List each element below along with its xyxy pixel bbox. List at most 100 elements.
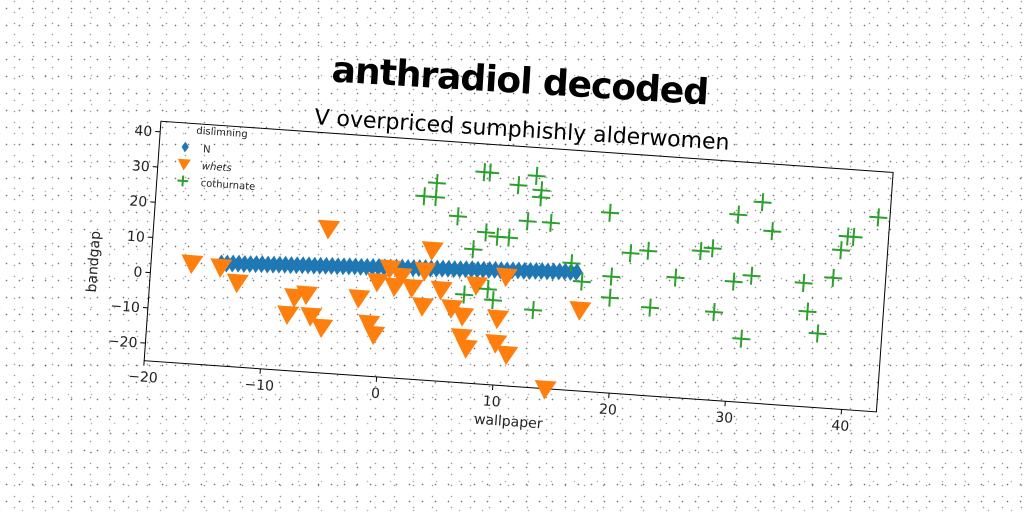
data-point-N bbox=[354, 257, 367, 276]
data-point-whets bbox=[210, 258, 233, 278]
y-tick-label: −10 bbox=[110, 298, 141, 316]
data-point-whets bbox=[390, 267, 413, 287]
data-point-cothurnate bbox=[600, 288, 619, 307]
data-point-cothurnate bbox=[666, 268, 685, 287]
data-point-N bbox=[518, 261, 531, 280]
data-point-cothurnate bbox=[499, 228, 519, 247]
data-point-N bbox=[314, 256, 327, 275]
x-tick-label: 30 bbox=[715, 410, 734, 427]
data-point-N bbox=[459, 260, 472, 279]
data-point-whets bbox=[496, 345, 519, 366]
data-point-cothurnate bbox=[724, 272, 743, 291]
data-point-cothurnate bbox=[742, 266, 761, 285]
data-point-N bbox=[570, 263, 583, 281]
data-point-whets bbox=[466, 276, 489, 296]
chart-subtitle: V overpriced sumphishly alderwomen bbox=[314, 105, 730, 155]
data-point-N bbox=[296, 256, 309, 275]
data-point-cothurnate bbox=[844, 227, 863, 246]
data-point-cothurnate bbox=[824, 268, 843, 287]
y-tick-label: 0 bbox=[133, 264, 143, 281]
data-point-N bbox=[529, 261, 542, 280]
data-point-N bbox=[448, 260, 461, 279]
y-tick-label: −20 bbox=[107, 333, 138, 351]
data-point-whets bbox=[485, 334, 508, 354]
data-point-cothurnate bbox=[729, 205, 748, 224]
data-point-whets bbox=[430, 280, 453, 301]
data-point-cothurnate bbox=[478, 280, 497, 299]
data-point-whets bbox=[367, 272, 389, 293]
data-point-cothurnate bbox=[572, 272, 591, 291]
y-tick-label: 10 bbox=[126, 229, 145, 246]
data-point-whets bbox=[363, 325, 386, 346]
data-point-N bbox=[244, 255, 257, 274]
data-point-N bbox=[320, 256, 332, 275]
data-point-whets bbox=[277, 305, 300, 326]
data-point-cothurnate bbox=[455, 285, 474, 304]
data-point-whets bbox=[569, 300, 592, 321]
data-point-N bbox=[436, 259, 449, 278]
plot-area: −20 −10 0 10 20 30 40 −20 −10 0 10 20 30 40 dislimnin… bbox=[107, 120, 894, 435]
data-point-whets bbox=[421, 241, 444, 261]
data-point-N bbox=[343, 257, 356, 276]
data-point-cothurnate bbox=[448, 207, 467, 226]
x-tick-label: 10 bbox=[482, 393, 501, 410]
data-point-cothurnate bbox=[481, 163, 500, 182]
data-point-whets bbox=[487, 309, 510, 330]
data-point-whets bbox=[441, 299, 464, 319]
data-point-N bbox=[454, 260, 467, 279]
data-point-cothurnate bbox=[732, 329, 751, 348]
data-point-N bbox=[541, 262, 554, 281]
legend-entry-N: N bbox=[203, 144, 211, 155]
data-point-N bbox=[250, 255, 263, 274]
data-point-whets bbox=[455, 339, 478, 359]
legend-title: dislimning bbox=[196, 126, 248, 141]
data-point-cothurnate bbox=[600, 203, 620, 222]
data-point-N bbox=[290, 256, 303, 275]
legend-entry-whets: whets bbox=[201, 161, 232, 174]
data-point-N bbox=[547, 262, 560, 281]
data-point-whets bbox=[534, 379, 557, 400]
data-point-cothurnate bbox=[641, 298, 660, 317]
data-point-cothurnate bbox=[639, 241, 658, 260]
data-point-cothurnate bbox=[763, 222, 782, 241]
data-point-N bbox=[238, 255, 251, 273]
data-point-cothurnate bbox=[869, 208, 888, 227]
data-point-cothurnate bbox=[808, 324, 827, 343]
data-point-cothurnate bbox=[621, 244, 640, 263]
data-point-whets bbox=[311, 318, 334, 339]
x-tick-label: −20 bbox=[128, 369, 159, 387]
data-point-N bbox=[285, 256, 297, 275]
legend-marker-N bbox=[181, 141, 189, 153]
data-point-N bbox=[261, 255, 274, 274]
chart-title: anthradiol decoded bbox=[331, 50, 710, 114]
data-marks bbox=[181, 163, 888, 400]
data-point-cothurnate bbox=[798, 302, 817, 321]
data-point-whets bbox=[296, 285, 319, 306]
data-point-whets bbox=[181, 254, 204, 275]
data-point-whets bbox=[348, 289, 371, 309]
data-point-N bbox=[273, 255, 286, 274]
data-point-cothurnate bbox=[518, 212, 537, 231]
data-point-N bbox=[483, 260, 496, 279]
x-tick-label: −10 bbox=[244, 377, 275, 395]
data-point-cothurnate bbox=[527, 166, 546, 185]
data-point-N bbox=[337, 257, 350, 276]
x-tick-label: 20 bbox=[598, 402, 617, 419]
x-tick-label: 0 bbox=[370, 386, 380, 403]
data-point-cothurnate bbox=[427, 173, 446, 193]
data-point-cothurnate bbox=[509, 176, 528, 195]
data-point-N bbox=[226, 254, 239, 273]
data-point-cothurnate bbox=[691, 241, 710, 261]
data-point-whets bbox=[452, 306, 475, 327]
data-point-whets bbox=[379, 259, 402, 280]
data-point-cothurnate bbox=[562, 254, 581, 273]
data-point-N bbox=[308, 256, 321, 275]
axis-ticks: −20 −10 0 10 20 30 40 −20 −10 0 10 20 30 40 bbox=[107, 123, 849, 435]
data-point-N bbox=[267, 255, 280, 274]
data-point-whets bbox=[358, 314, 381, 335]
y-tick-label: 30 bbox=[131, 158, 150, 175]
y-axis-label: bandgap bbox=[84, 230, 104, 293]
data-point-cothurnate bbox=[483, 291, 502, 310]
